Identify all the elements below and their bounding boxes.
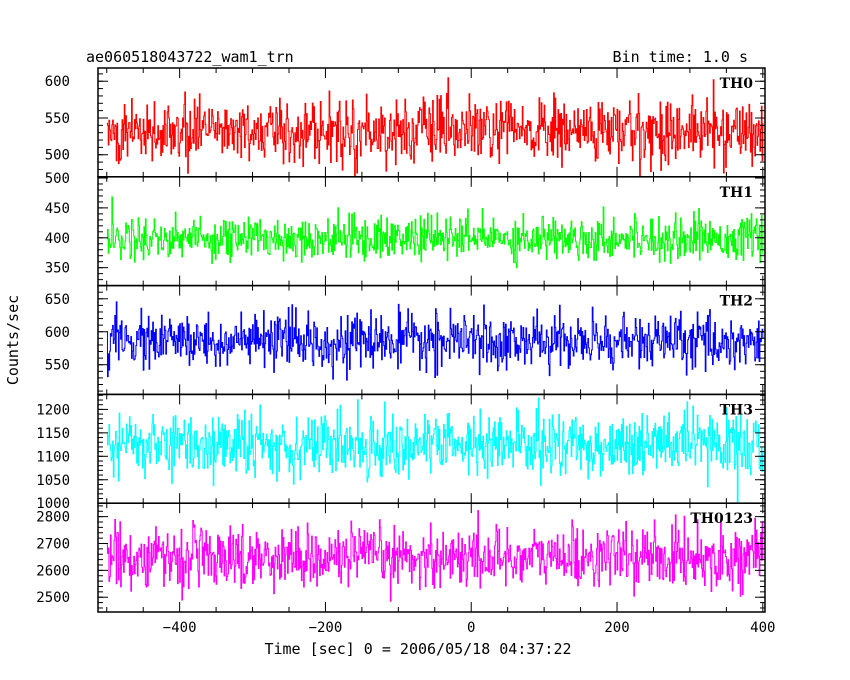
y-tick-label: 1150 [36,426,70,442]
panel-label: TH0 [720,76,754,92]
series-th0123 [106,510,764,602]
y-tick-label: 600 [45,74,70,90]
x-axis-label: Time [sec] 0 = 2006/05/18 04:37:22 [264,640,571,658]
observation-id: ae060518043722_wam1_trn [86,48,294,66]
panels-group: 500 550 600 TH0 350 400 450 500 TH1 550 600 650 TH2 1… [36,67,775,636]
x-tick-label: 0 [467,620,475,636]
series-th0 [106,77,764,177]
y-tick-label: 2500 [36,590,70,606]
x-tick-label: −400 [163,620,197,636]
y-tick-label: 350 [45,261,70,277]
series-th2 [106,301,764,381]
panel-th2: 550 600 650 TH2 [45,284,766,396]
y-tick-label: 1050 [36,473,70,489]
panel-th1: 350 400 450 500 TH1 [45,171,766,287]
bin-time-label: Bin time: 1.0 s [613,48,748,66]
panel-th3: 1000 1050 1100 1150 1200 TH3 [36,393,766,512]
x-tick-label: −200 [309,620,343,636]
panel-frame [97,502,766,613]
panel-label: TH0123 [690,511,753,527]
y-axis-label: Counts/sec [4,295,22,385]
y-tick-label: 650 [45,292,70,308]
panel-label: TH1 [720,185,753,201]
y-tick-label: 500 [45,148,70,164]
panel-label: TH2 [720,294,753,310]
y-tick-label: 550 [45,358,70,374]
y-tick-label: 1100 [36,449,70,465]
panel-th0: 500 550 600 TH0 [45,67,766,178]
y-tick-label: 2800 [36,510,70,526]
series-th1 [106,196,764,269]
panel-th0123: 2500 2600 2700 2800 TH0123 [36,502,766,613]
y-tick-label: 1200 [36,402,70,418]
y-tick-label: 400 [45,231,70,247]
y-tick-label: 600 [45,325,70,341]
series-th3 [106,397,764,504]
y-tick-label: 2700 [36,536,70,552]
y-tick-label: 1000 [36,496,70,512]
x-tick-label: 200 [604,620,629,636]
y-tick-label: 500 [45,171,70,187]
panel-label: TH3 [720,402,753,418]
x-tick-label: 400 [750,620,775,636]
y-tick-label: 450 [45,201,70,217]
y-tick-label: 550 [45,111,70,127]
y-tick-label: 2600 [36,563,70,579]
